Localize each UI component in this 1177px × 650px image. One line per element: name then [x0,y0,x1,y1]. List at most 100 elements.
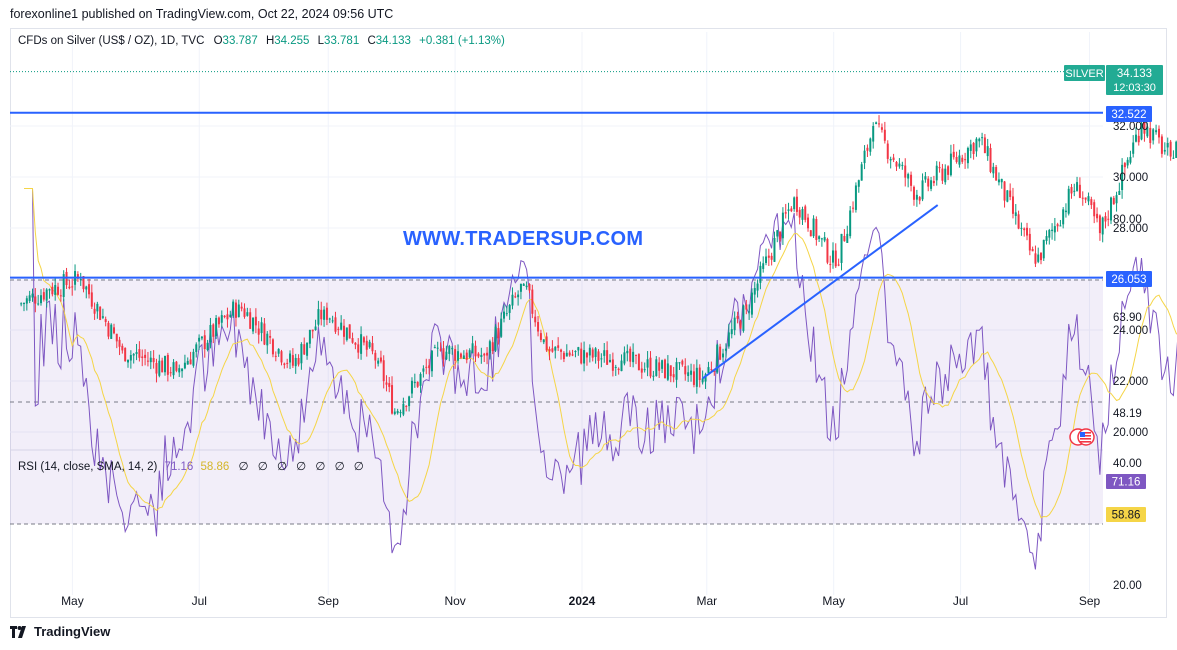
candle-body [274,355,277,357]
candle-body [263,323,266,345]
candle-body [1093,202,1096,217]
candle-body [96,303,99,312]
candle-body [1070,187,1073,194]
candle-body [169,372,172,374]
candle-body [408,396,411,407]
candle-body [428,365,431,369]
candle-body [152,357,155,363]
candle-body [271,339,274,355]
candle-body [804,206,807,220]
candle-body [1076,182,1079,191]
candle-body [291,355,294,366]
candle-body [266,333,269,346]
candle-body [812,218,815,237]
candle-body [129,355,132,361]
badge-price: 34.133 [1117,68,1152,80]
candle-body [345,327,348,340]
candle-body [25,298,28,304]
candle-body [93,308,96,314]
candle-body [34,296,37,304]
candle-body [904,165,907,178]
candle-body [892,157,895,161]
candle-body [410,380,413,394]
candle-body [614,366,617,368]
candle-body [195,344,198,352]
candle-body [62,274,65,297]
candle-body [354,342,357,345]
candle-body [678,362,681,364]
candle-body [655,359,658,376]
tradingview-footer[interactable]: TradingView [10,624,110,639]
candle-body [146,360,149,362]
flag-icon[interactable] [1069,428,1095,446]
candle-body [918,196,921,201]
candle-body [932,180,935,184]
candle-body [880,127,883,130]
candle-body [927,178,930,187]
candle-body [257,328,260,335]
candle-body [1132,142,1135,154]
time-tick-label: Sep [1079,594,1101,608]
candle-body [240,306,243,309]
candle-body [773,237,776,262]
candle-body [486,352,489,356]
candle-body [1160,136,1163,154]
candle-body [289,353,292,363]
candle-body [646,359,649,368]
candle-body [632,351,635,363]
sma-badge: 58.86 [1112,510,1141,522]
chart-panel [10,28,1167,618]
candle-body [243,308,246,317]
candle-body [217,317,220,325]
candle-body [823,237,826,241]
candle-body [269,335,272,338]
candle-body [574,351,577,353]
candle-body [606,350,609,365]
candle-body [172,362,175,376]
rsi-sma-line [24,188,1177,519]
candle-body [1042,239,1045,259]
candle-body [1115,195,1118,204]
candle-body [997,179,1000,183]
level-label-upper: 32.522 [1111,109,1146,121]
candle-body [1034,253,1037,264]
candle-body [186,360,189,365]
candle-body [517,294,520,298]
candle-body [209,324,212,343]
candle-body [652,375,655,377]
candle-body [866,147,869,151]
candle-body [952,151,955,158]
candle-body [189,359,192,365]
candle-body [736,315,739,319]
candle-body [910,174,913,186]
candle-body [399,412,402,414]
candle-body [684,366,687,375]
candle-body [141,356,144,358]
candle-body [1096,213,1099,219]
candle-body [348,324,351,339]
candle-body [640,368,643,373]
candle-body [300,343,303,364]
candle-body [311,329,314,332]
candle-body [212,324,215,337]
level-badge-upper: 32.522 [1106,106,1152,122]
candle-body [846,233,849,243]
candle-body [40,295,43,304]
candle-body [505,313,508,315]
candle-body [325,307,328,320]
time-tick-label: May [822,594,845,608]
candle-body [286,362,289,364]
candle-body [562,352,565,360]
candle-body [237,304,240,318]
candle-body [118,339,121,347]
candle-body [938,166,941,169]
candle-body [1157,128,1160,138]
candle-body [303,344,306,355]
candle-body [379,357,382,362]
axes: 32.00030.00028.00026.00024.00022.00020.0… [61,121,1148,608]
candle-body [883,129,886,141]
candle-body [710,369,713,371]
candle-body [1020,227,1023,229]
candle-body [739,321,742,329]
